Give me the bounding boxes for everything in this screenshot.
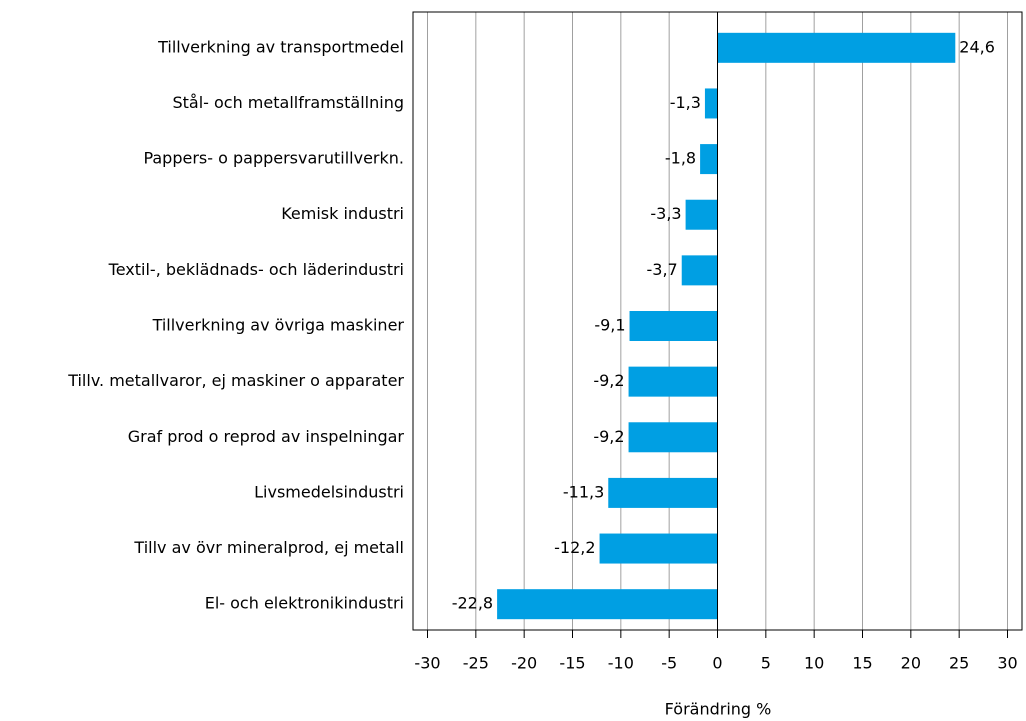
x-axis-label: Förändring % bbox=[665, 700, 772, 719]
x-tick-label: -15 bbox=[559, 654, 585, 673]
x-tick-label: -20 bbox=[511, 654, 537, 673]
x-tick-label: -5 bbox=[661, 654, 677, 673]
bar bbox=[628, 366, 718, 397]
x-tick-label: 25 bbox=[949, 654, 969, 673]
y-tick-label: El- och elektronikindustri bbox=[205, 594, 404, 613]
bar bbox=[599, 533, 718, 564]
value-label: 24,6 bbox=[959, 37, 995, 56]
x-tick-label: -25 bbox=[463, 654, 489, 673]
value-label: -22,8 bbox=[452, 594, 493, 613]
y-tick-label: Textil-, beklädnads- och läderindustri bbox=[108, 260, 404, 279]
bar bbox=[628, 422, 718, 453]
x-tick-label: 15 bbox=[852, 654, 872, 673]
y-tick-label: Tillv av övr mineralprod, ej metall bbox=[133, 538, 404, 557]
x-tick-label: 10 bbox=[804, 654, 824, 673]
y-tick-label: Stål- och metallframställning bbox=[172, 93, 404, 112]
bar bbox=[681, 255, 718, 286]
value-label: -1,8 bbox=[665, 149, 696, 168]
value-label: -3,3 bbox=[650, 204, 681, 223]
value-label: -9,2 bbox=[593, 371, 624, 390]
x-tick-label: 30 bbox=[997, 654, 1017, 673]
value-label: -1,3 bbox=[670, 93, 701, 112]
y-tick-label: Tillverkning av transportmedel bbox=[157, 37, 404, 56]
x-tick-label: 5 bbox=[761, 654, 771, 673]
bar bbox=[497, 589, 718, 620]
y-tick-label: Pappers- o pappersvarutillverkn. bbox=[143, 149, 404, 168]
bar bbox=[629, 311, 718, 341]
bar bbox=[717, 32, 956, 63]
y-tick-label: Tillv. metallvaror, ej maskiner o appara… bbox=[67, 371, 404, 390]
y-tick-label: Kemisk industri bbox=[281, 204, 404, 223]
value-label: -9,2 bbox=[593, 427, 624, 446]
x-tick-label: -30 bbox=[414, 654, 440, 673]
x-tick-label: 0 bbox=[712, 654, 722, 673]
value-label: -9,1 bbox=[594, 316, 625, 335]
bar bbox=[700, 144, 718, 175]
value-label: -3,7 bbox=[647, 260, 678, 279]
x-tick-label: -10 bbox=[608, 654, 634, 673]
value-label: -12,2 bbox=[554, 538, 595, 557]
y-tick-label: Tillverkning av övriga maskiner bbox=[152, 316, 405, 335]
x-tick-label: 20 bbox=[901, 654, 921, 673]
y-tick-label: Livsmedelsindustri bbox=[254, 482, 404, 501]
bar bbox=[608, 477, 718, 508]
y-tick-label: Graf prod o reprod av inspelningar bbox=[128, 427, 405, 446]
bar bbox=[704, 88, 718, 119]
value-label: -11,3 bbox=[563, 482, 604, 501]
bar bbox=[685, 199, 718, 230]
